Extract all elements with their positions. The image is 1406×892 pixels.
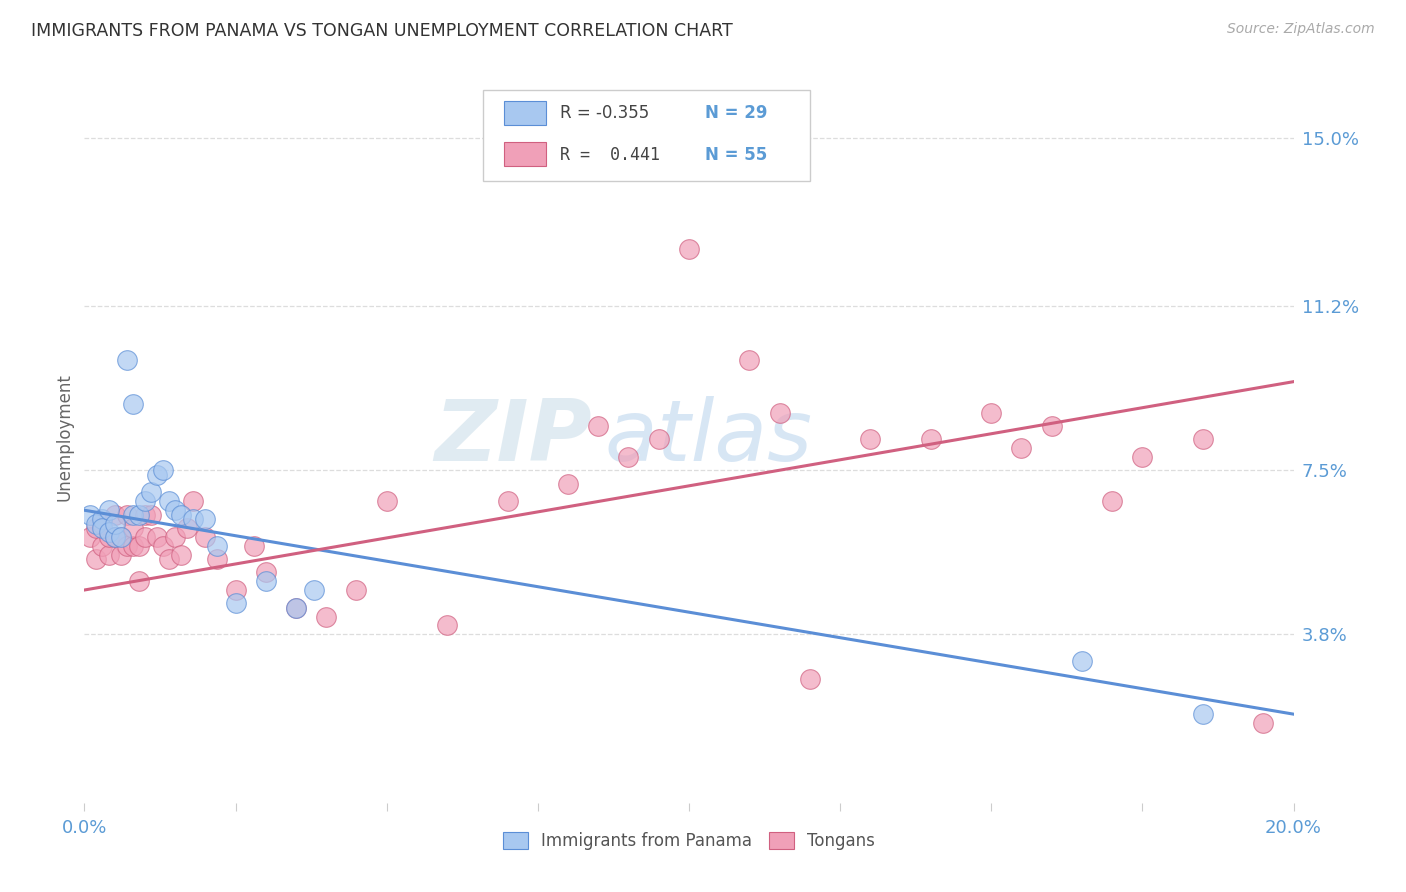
Point	[110, 548, 132, 562]
Point	[176, 521, 198, 535]
Point	[91, 521, 114, 535]
Y-axis label: Unemployment: Unemployment	[55, 373, 73, 501]
Point	[769, 406, 792, 420]
Legend: Immigrants from Panama, Tongans: Immigrants from Panama, Tongans	[496, 825, 882, 856]
Point	[152, 463, 174, 477]
Point	[110, 530, 132, 544]
Point	[86, 516, 108, 531]
Point	[86, 521, 108, 535]
Point	[588, 419, 610, 434]
Point	[91, 539, 114, 553]
Point	[157, 494, 180, 508]
Point	[152, 539, 174, 553]
Point	[104, 508, 127, 522]
Point	[1011, 441, 1033, 455]
Point	[1040, 419, 1063, 434]
Point	[170, 548, 193, 562]
Point	[375, 494, 398, 508]
Point	[79, 508, 101, 522]
Point	[115, 539, 138, 553]
Point	[170, 508, 193, 522]
Point	[128, 539, 150, 553]
Point	[315, 609, 337, 624]
Text: R =  0.441: R = 0.441	[560, 145, 659, 164]
Point	[165, 530, 187, 544]
Point	[134, 508, 156, 522]
Text: IMMIGRANTS FROM PANAMA VS TONGAN UNEMPLOYMENT CORRELATION CHART: IMMIGRANTS FROM PANAMA VS TONGAN UNEMPLO…	[31, 22, 733, 40]
Point	[91, 512, 114, 526]
Point	[104, 530, 127, 544]
Point	[302, 582, 325, 597]
Point	[254, 574, 277, 589]
Point	[97, 525, 120, 540]
Point	[194, 530, 217, 544]
Point	[97, 530, 120, 544]
Text: Source: ZipAtlas.com: Source: ZipAtlas.com	[1227, 22, 1375, 37]
Point	[146, 467, 169, 482]
Point	[110, 530, 132, 544]
Point	[1071, 654, 1094, 668]
Point	[121, 397, 143, 411]
Point	[346, 582, 368, 597]
Point	[121, 521, 143, 535]
Bar	[503, 101, 547, 125]
Text: N = 29: N = 29	[704, 104, 768, 122]
Point	[285, 600, 308, 615]
Point	[254, 566, 277, 580]
Point	[134, 530, 156, 544]
Point	[181, 494, 204, 508]
Point	[207, 539, 229, 553]
Point	[157, 552, 180, 566]
Text: atlas: atlas	[605, 395, 813, 479]
FancyBboxPatch shape	[484, 90, 810, 181]
Point	[496, 494, 519, 508]
Point	[1192, 432, 1215, 446]
Point	[920, 432, 942, 446]
Point	[121, 539, 143, 553]
Point	[128, 508, 150, 522]
Point	[225, 596, 247, 610]
Point	[104, 516, 127, 531]
Point	[79, 530, 101, 544]
Point	[242, 539, 264, 553]
Point	[1101, 494, 1123, 508]
Point	[146, 530, 169, 544]
Bar	[503, 143, 547, 167]
Point	[225, 582, 247, 597]
Point	[194, 512, 217, 526]
Point	[165, 503, 187, 517]
Point	[134, 494, 156, 508]
Point	[436, 618, 458, 632]
Text: R = -0.355: R = -0.355	[560, 104, 648, 122]
Point	[1192, 707, 1215, 722]
Point	[104, 530, 127, 544]
Point	[285, 600, 308, 615]
Point	[1130, 450, 1153, 464]
Point	[980, 406, 1002, 420]
Point	[799, 672, 821, 686]
Point	[678, 242, 700, 256]
Point	[97, 503, 120, 517]
Point	[1253, 716, 1275, 731]
Point	[859, 432, 882, 446]
Text: N = 55: N = 55	[704, 145, 766, 164]
Point	[557, 476, 579, 491]
Point	[91, 516, 114, 531]
Point	[139, 485, 162, 500]
Point	[207, 552, 229, 566]
Point	[738, 352, 761, 367]
Point	[617, 450, 640, 464]
Point	[128, 574, 150, 589]
Point	[181, 512, 204, 526]
Point	[115, 508, 138, 522]
Point	[115, 352, 138, 367]
Text: ZIP: ZIP	[434, 395, 592, 479]
Point	[139, 508, 162, 522]
Point	[86, 552, 108, 566]
Point	[648, 432, 671, 446]
Point	[97, 548, 120, 562]
Point	[121, 508, 143, 522]
